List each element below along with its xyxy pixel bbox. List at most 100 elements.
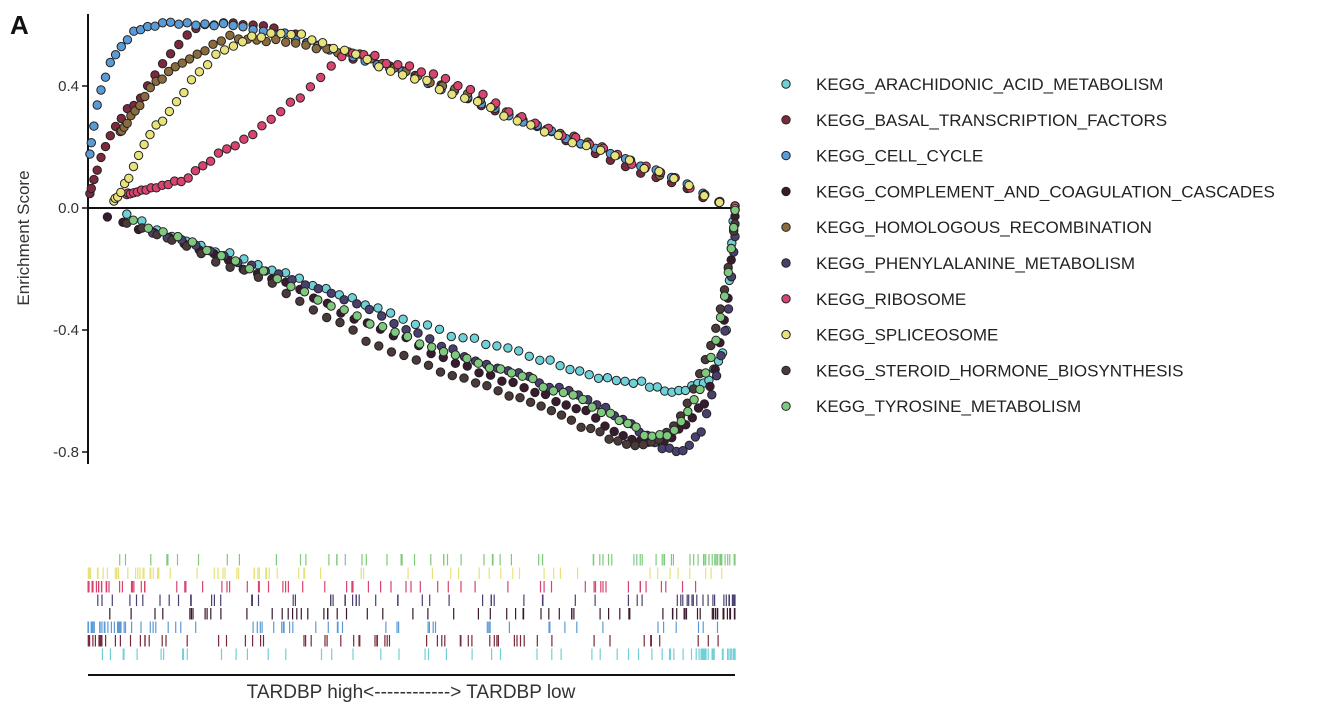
enrichment-point bbox=[228, 41, 239, 51]
enrichment-point bbox=[209, 21, 219, 31]
enrichment-point bbox=[447, 89, 457, 100]
enrichment-point bbox=[248, 129, 258, 140]
enrichment-point bbox=[173, 231, 183, 242]
enrichment-point bbox=[716, 351, 726, 361]
legend-label: KEGG_HOMOLOGOUS_RECOMBINATION bbox=[816, 218, 1152, 237]
enrichment-point bbox=[322, 312, 332, 323]
enrichment-point bbox=[508, 377, 518, 388]
enrichment-point bbox=[423, 360, 434, 370]
enrichment-point bbox=[216, 251, 227, 261]
y-tick-label: 0.4 bbox=[58, 78, 79, 95]
enrichment-point bbox=[150, 21, 160, 31]
enrichment-point bbox=[179, 87, 189, 98]
enrichment-point bbox=[647, 431, 657, 441]
legend-item: KEGG_STEROID_HORMONE_BIOSYNTHESIS bbox=[781, 361, 1183, 380]
enrichment-point bbox=[316, 72, 326, 83]
enrichment-point bbox=[676, 416, 686, 427]
enrichment-point bbox=[191, 20, 201, 30]
enrichment-point bbox=[695, 384, 705, 395]
enrichment-point bbox=[116, 187, 126, 198]
enrichment-point bbox=[184, 54, 195, 64]
enrichment-point bbox=[96, 85, 106, 95]
enrichment-point bbox=[110, 50, 121, 60]
enrichment-point bbox=[205, 156, 216, 166]
enrichment-point bbox=[389, 318, 399, 329]
enrichment-point bbox=[620, 376, 630, 386]
enrichment-point bbox=[225, 262, 235, 272]
enrichment-point bbox=[662, 431, 672, 441]
enrichment-point bbox=[684, 440, 694, 450]
enrichment-point bbox=[370, 50, 380, 61]
legend-marker bbox=[781, 294, 791, 304]
enrichment-point bbox=[239, 134, 249, 144]
enrichment-point bbox=[413, 328, 423, 338]
enrichment-point bbox=[486, 102, 496, 113]
enrichment-point bbox=[339, 295, 349, 305]
enrichment-point bbox=[631, 422, 641, 432]
enrichment-point bbox=[545, 355, 555, 365]
enrichment-point bbox=[450, 358, 461, 368]
enrichment-point bbox=[584, 370, 594, 380]
enrichment-point bbox=[397, 70, 408, 80]
enrichment-point bbox=[122, 118, 132, 129]
enrichment-point bbox=[707, 390, 717, 400]
legend-label: KEGG_ARACHIDONIC_ACID_METABOLISM bbox=[816, 75, 1163, 94]
enrichment-point bbox=[624, 155, 635, 165]
enrichment-point bbox=[200, 19, 210, 29]
enrichment-point bbox=[200, 46, 210, 56]
enrichment-point bbox=[100, 141, 111, 152]
enrichment-point bbox=[525, 397, 536, 407]
enrichment-point bbox=[687, 413, 697, 423]
enrichment-point bbox=[684, 180, 694, 191]
enrichment-point bbox=[374, 62, 384, 72]
enrichment-point bbox=[165, 49, 176, 59]
enrichment-point bbox=[565, 364, 575, 375]
enrichment-point bbox=[726, 243, 736, 254]
enrichment-point bbox=[164, 106, 175, 117]
enrichment-point bbox=[453, 81, 463, 91]
legend: KEGG_ARACHIDONIC_ACID_METABOLISM KEGG_BAS… bbox=[781, 75, 1275, 416]
enrichment-point bbox=[450, 350, 461, 360]
enrichment-point bbox=[470, 378, 481, 388]
enrichment-point bbox=[285, 97, 296, 107]
enrichment-point bbox=[404, 61, 415, 71]
enrichment-point bbox=[422, 320, 433, 330]
enrichment-point bbox=[555, 361, 565, 371]
enrichment-point bbox=[719, 291, 730, 301]
series-points bbox=[109, 28, 740, 214]
enrichment-point bbox=[730, 205, 740, 216]
enrichment-point bbox=[434, 84, 445, 95]
enrichment-point bbox=[171, 97, 182, 107]
enrichment-point bbox=[385, 66, 396, 76]
enrichment-point bbox=[729, 222, 739, 233]
enrichment-point bbox=[230, 141, 240, 151]
x-axis-title: TARDBP high<------------> TARDBP low bbox=[247, 682, 576, 703]
enrichment-point bbox=[714, 197, 725, 208]
enrichment-point bbox=[140, 91, 150, 102]
enrichment-point bbox=[530, 387, 540, 398]
enrichment-point bbox=[669, 425, 679, 435]
enrichment-point bbox=[335, 317, 345, 328]
enrichment-point bbox=[539, 127, 550, 137]
enrichment-point bbox=[553, 130, 563, 141]
legend-label: KEGG_STEROID_HORMONE_BIOSYNTHESIS bbox=[816, 361, 1183, 380]
enrichment-point bbox=[230, 256, 241, 266]
enrichment-point bbox=[571, 404, 581, 414]
legend-label: KEGG_CELL_CYCLE bbox=[816, 147, 983, 166]
enrichment-point bbox=[699, 399, 710, 409]
enrichment-point bbox=[644, 382, 655, 392]
enrichment-point bbox=[654, 166, 664, 177]
enrichment-point bbox=[578, 394, 588, 405]
enrichment-point bbox=[623, 418, 633, 429]
enrichment-point bbox=[504, 391, 514, 401]
enrichment-point bbox=[361, 336, 371, 346]
enrichment-point bbox=[238, 22, 248, 32]
enrichment-point bbox=[116, 41, 127, 52]
series-points bbox=[115, 30, 740, 215]
enrichment-point bbox=[295, 296, 305, 306]
enrichment-point bbox=[326, 288, 336, 298]
enrichment-point bbox=[465, 84, 476, 95]
enrichment-point bbox=[446, 331, 456, 342]
enrichment-point bbox=[211, 49, 221, 59]
